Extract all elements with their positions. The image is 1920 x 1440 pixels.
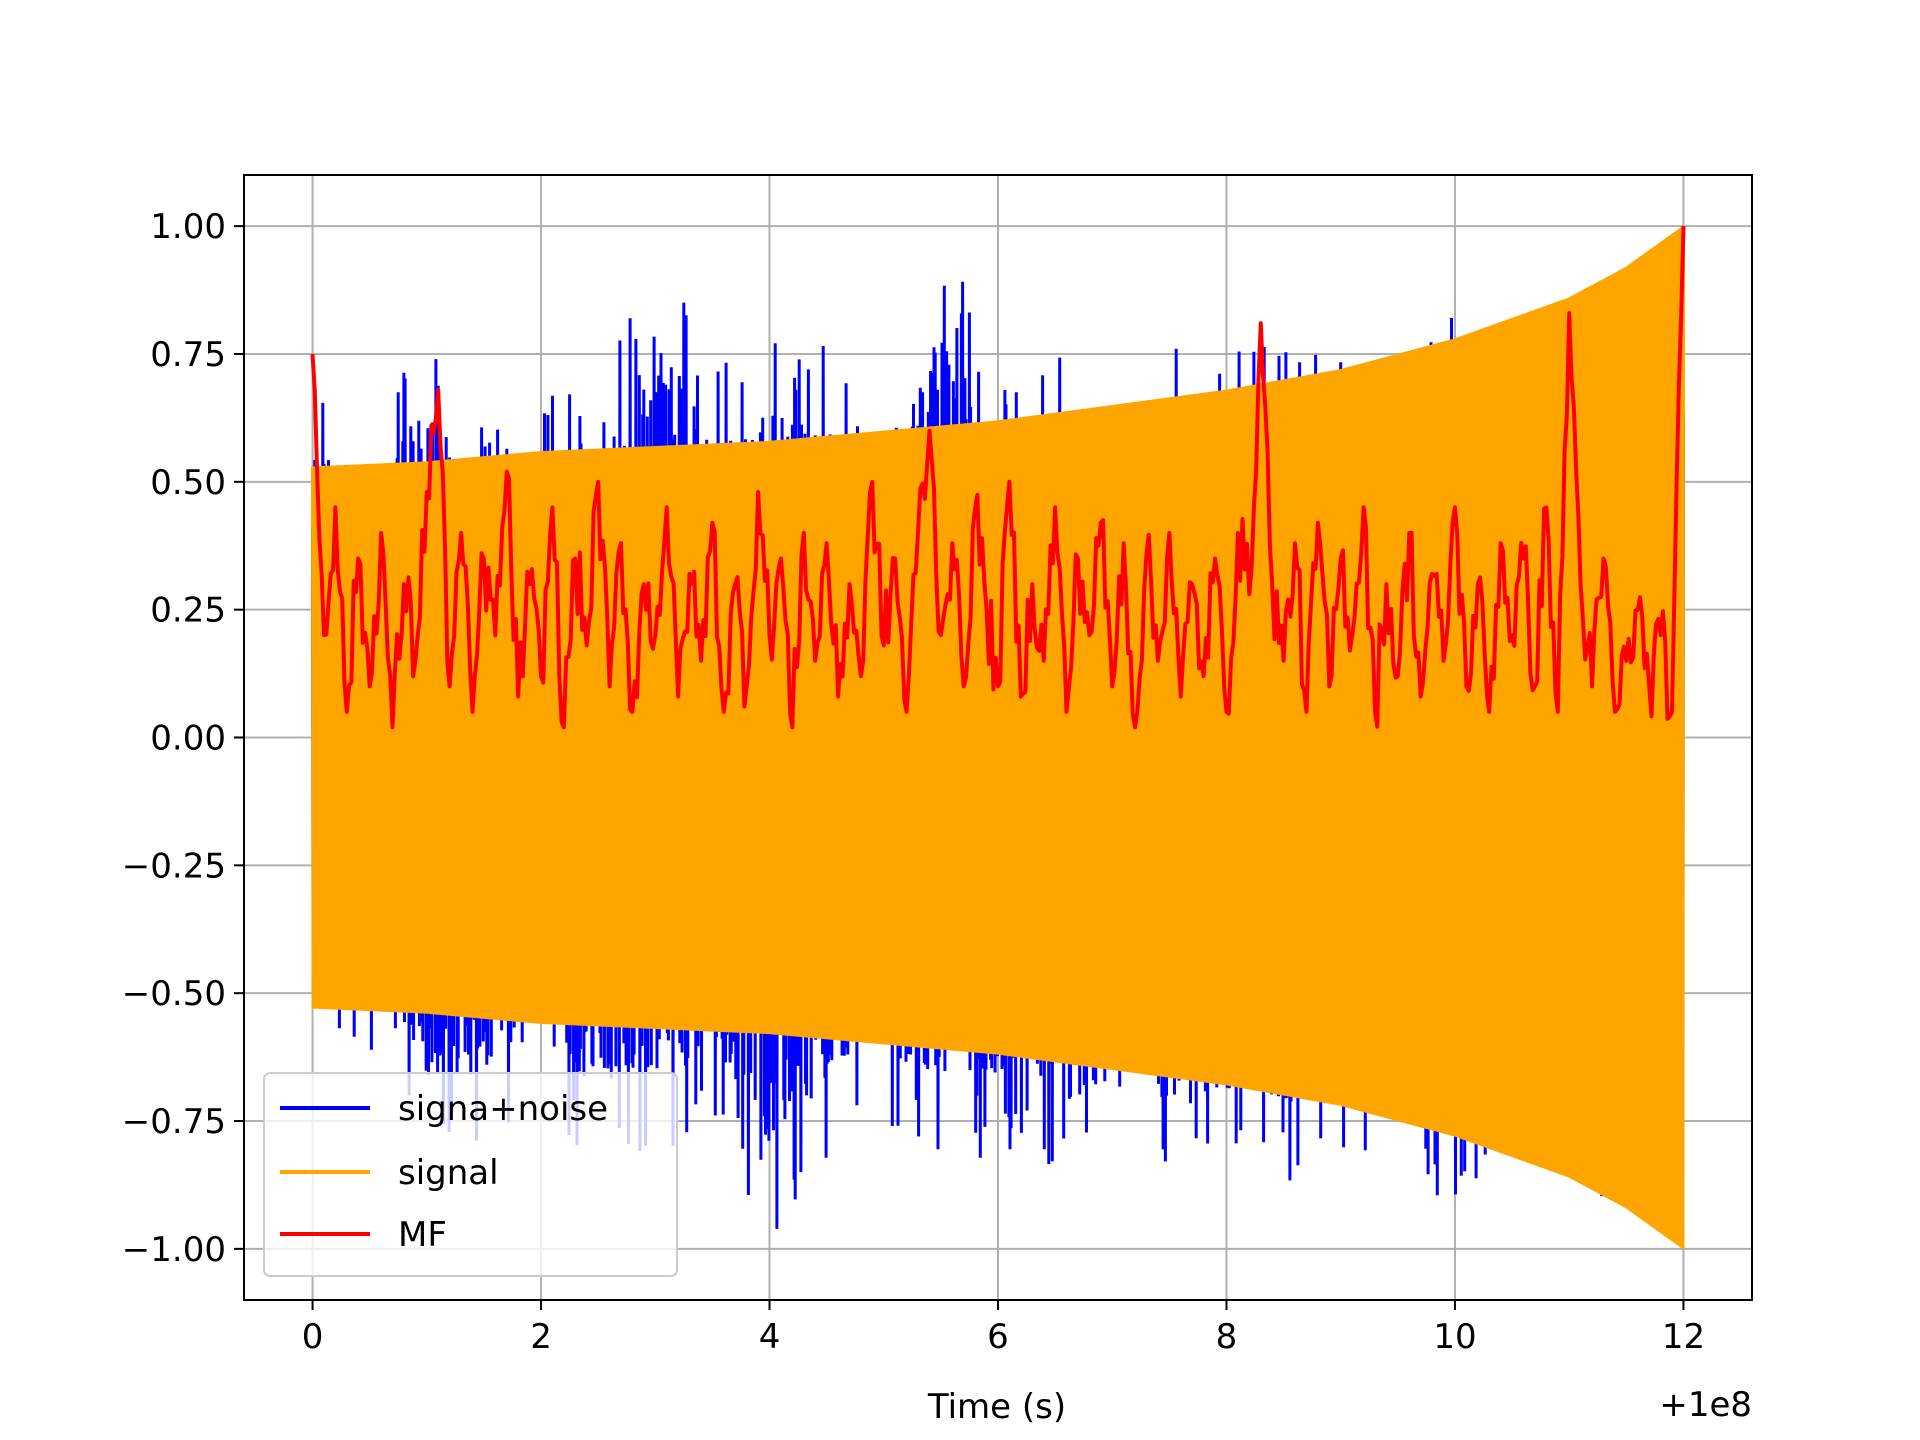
- legend-label-signal: signal: [398, 1153, 499, 1193]
- series-mf-line: [310, 226, 1686, 730]
- legend: signa+noise signal MF: [263, 1072, 678, 1277]
- y-tick-label: 0.75: [150, 335, 226, 375]
- y-tick-label: −0.50: [122, 974, 226, 1014]
- legend-label-signa-noise: signa+noise: [398, 1089, 608, 1129]
- x-tick-label: 4: [759, 1317, 781, 1357]
- y-tick-label: 0.50: [150, 463, 226, 503]
- x-tick-label: 10: [1433, 1317, 1476, 1357]
- y-tick-label: −1.00: [122, 1230, 226, 1270]
- y-axis: 1.00 0.75 0.50 0.25 0.00 −0.25 −0.50 −0.75 −1.00: [122, 207, 244, 1270]
- x-tick-label: 2: [530, 1317, 552, 1357]
- legend-box: [263, 1072, 678, 1277]
- series-layer: [310, 226, 1686, 1249]
- x-tick-label: 0: [302, 1317, 324, 1357]
- y-tick-label: 1.00: [150, 207, 226, 247]
- x-tick-label: 12: [1662, 1317, 1705, 1357]
- x-axis-label: Time (s): [927, 1387, 1066, 1427]
- series-signal-line: [311, 226, 1685, 1249]
- legend-label-mf: MF: [398, 1215, 447, 1255]
- x-tick-label: 8: [1216, 1317, 1238, 1357]
- x-tick-label: 6: [987, 1317, 1009, 1357]
- x-axis: 0 2 4 6 8 10 12: [302, 1300, 1705, 1357]
- y-tick-label: 0.25: [150, 591, 226, 631]
- x-axis-offset: +1e8: [1659, 1385, 1752, 1425]
- y-tick-label: 0.00: [150, 719, 226, 759]
- y-tick-label: −0.75: [122, 1102, 226, 1142]
- y-tick-label: −0.25: [122, 846, 226, 886]
